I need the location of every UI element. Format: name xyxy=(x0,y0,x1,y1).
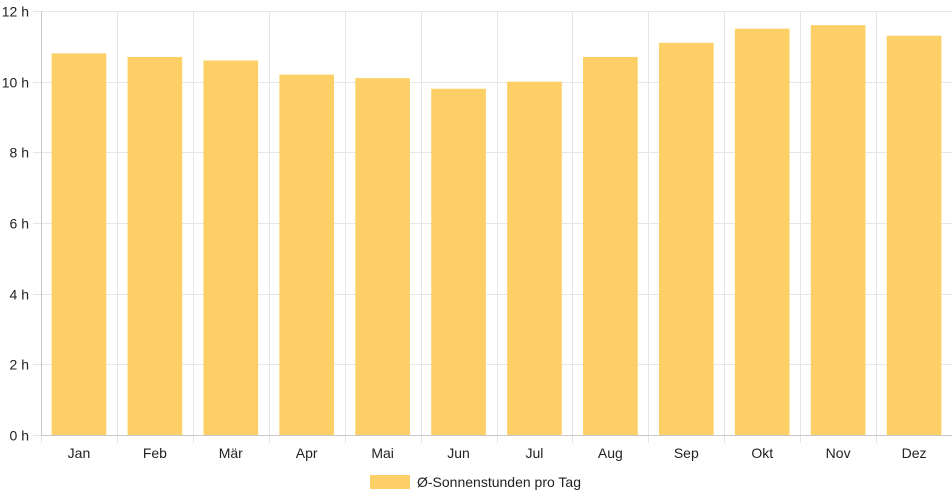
bar-nov[interactable] xyxy=(810,25,866,436)
bar-apr[interactable] xyxy=(279,74,335,435)
bar-mär[interactable] xyxy=(203,60,259,435)
bar-jun[interactable] xyxy=(431,88,486,435)
y-tick-label: 12 h xyxy=(2,4,29,20)
y-tick-label: 8 h xyxy=(10,145,29,161)
bar-jul[interactable] xyxy=(507,81,562,436)
y-tick-label: 0 h xyxy=(10,428,29,444)
bar-sep[interactable] xyxy=(658,42,714,436)
x-tick-label: Nov xyxy=(826,445,851,461)
legend-label[interactable]: Ø-Sonnenstunden pro Tag xyxy=(417,474,581,490)
x-tick-label: Apr xyxy=(296,445,318,461)
x-tick-label: Jul xyxy=(526,445,544,461)
y-tick-label: 10 h xyxy=(2,75,29,91)
legend[interactable]: Ø-Sonnenstunden pro Tag xyxy=(370,474,581,490)
legend-swatch[interactable] xyxy=(370,475,410,489)
x-tick-label: Jun xyxy=(447,445,470,461)
bar-mai[interactable] xyxy=(355,78,410,435)
x-tick-label: Jan xyxy=(68,445,91,461)
x-tick-label: Feb xyxy=(143,445,167,461)
x-tick-label: Aug xyxy=(598,445,623,461)
x-tick-label: Okt xyxy=(751,445,773,461)
bar-okt[interactable] xyxy=(734,28,790,436)
y-tick-label: 6 h xyxy=(10,216,29,232)
y-tick-label: 2 h xyxy=(10,357,29,373)
x-tick-label: Mär xyxy=(219,445,243,461)
x-tick-label: Mai xyxy=(371,445,394,461)
y-tick-label: 4 h xyxy=(10,287,29,303)
grid xyxy=(33,11,952,443)
bar-dez[interactable] xyxy=(886,35,942,435)
bars xyxy=(51,25,942,436)
bar-jan[interactable] xyxy=(51,53,107,436)
axes: 0 h 2 h 4 h 6 h 8 h 10 h 12 h Jan Feb Mär Apr Mai Ju… xyxy=(2,4,952,461)
x-tick-label: Dez xyxy=(902,445,927,461)
bar-aug[interactable] xyxy=(583,56,638,435)
x-tick-label: Sep xyxy=(674,445,699,461)
bar-feb[interactable] xyxy=(127,56,183,435)
